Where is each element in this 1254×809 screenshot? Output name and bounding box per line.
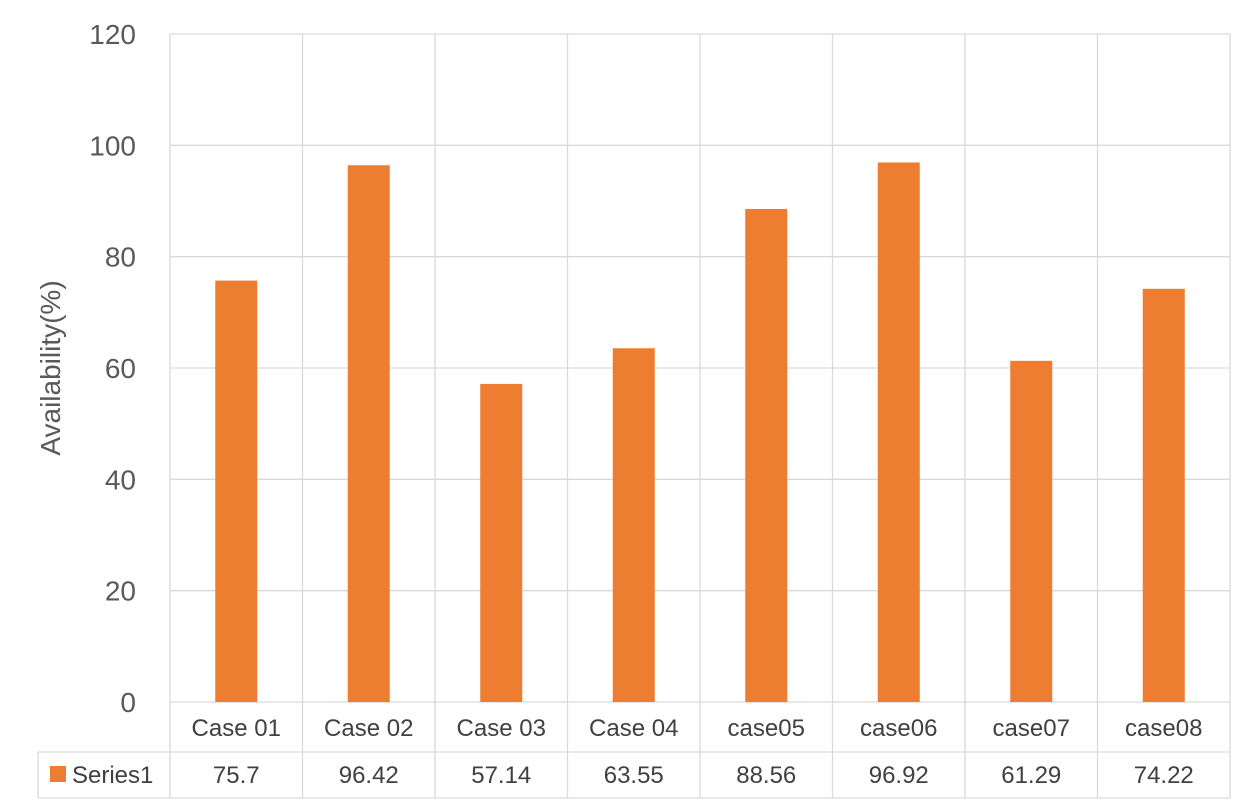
data-value-label: 88.56	[736, 762, 796, 789]
y-tick-label: 80	[105, 242, 136, 273]
category-label: case05	[728, 715, 805, 742]
category-label: case08	[1125, 715, 1202, 742]
category-label: case07	[993, 715, 1070, 742]
y-tick-label: 100	[89, 130, 136, 161]
y-tick-label: 20	[105, 576, 136, 607]
data-value-label: 57.14	[471, 762, 531, 789]
legend-label: Series1	[72, 762, 153, 789]
y-tick-label: 40	[105, 464, 136, 495]
bar-4	[612, 348, 655, 702]
bar-6	[877, 162, 920, 703]
category-label: Case 03	[457, 715, 546, 742]
category-label: Case 04	[589, 715, 678, 742]
bar-3	[480, 383, 523, 702]
data-value-label: 63.55	[604, 762, 664, 789]
data-value-label: 75.7	[213, 762, 260, 789]
bar-1	[215, 280, 258, 702]
y-tick-label: 0	[120, 687, 136, 718]
legend-key	[50, 766, 66, 782]
data-value-label: 61.29	[1001, 762, 1061, 789]
gridlines	[169, 33, 1231, 798]
y-axis-title: Availability(%)	[35, 280, 66, 455]
data-value-label: 74.22	[1134, 762, 1194, 789]
y-tick-label: 60	[105, 353, 136, 384]
bars	[215, 162, 1185, 703]
bar-8	[1142, 288, 1185, 702]
bar-5	[745, 209, 788, 703]
data-table: Case 01 Case 02 Case 03 Case 04 case05 case06…	[37, 715, 1230, 799]
category-label: Case 02	[324, 715, 413, 742]
bar-2	[347, 165, 390, 703]
y-axis-ticks: 0 20 40 60 80 100 120	[89, 19, 136, 718]
data-value-label: 96.42	[339, 762, 399, 789]
category-label: case06	[860, 715, 937, 742]
data-value-label: 96.92	[869, 762, 929, 789]
category-label: Case 01	[192, 715, 281, 742]
y-tick-label: 120	[89, 19, 136, 50]
bar-7	[1010, 360, 1053, 702]
